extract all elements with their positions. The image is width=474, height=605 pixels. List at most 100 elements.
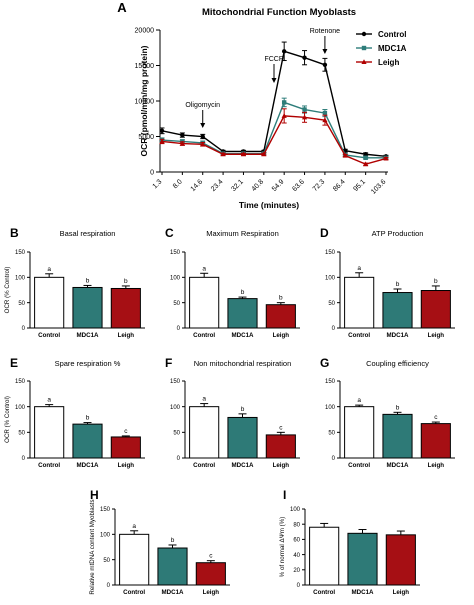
panel-letter-e: E	[10, 356, 18, 370]
bar-category-label: Control	[348, 462, 370, 469]
bar-category-label: Leigh	[428, 332, 445, 339]
data-point	[159, 138, 165, 144]
bar-y-tick-label: 50	[328, 301, 335, 307]
bar-y-tick-label: 60	[293, 538, 300, 544]
bar-category-label: MDC1A	[351, 589, 374, 596]
panel-g-title: Coupling efficiency	[366, 359, 429, 368]
bar-leigh	[195, 562, 226, 586]
panel-a-y-tick-label: 10000	[135, 99, 155, 106]
panel-d: D ATP Production 0 50 100 150 a Control b MDC1A b L…	[320, 226, 455, 339]
legend-label-mdc1a: MDC1A	[378, 44, 407, 53]
panel-a-x-tick-label: 40.8	[251, 178, 266, 193]
panel-e-title: Spare respiration %	[55, 359, 121, 368]
bar-category-label: Leigh	[273, 332, 290, 339]
bar-y-tick-label: 150	[325, 379, 336, 385]
bar-y-tick-label: 100	[15, 405, 26, 411]
bar-y-tick-label: 50	[18, 301, 25, 307]
significance-letter: c	[209, 553, 213, 560]
bar-mdc1a	[72, 423, 103, 459]
bar-y-tick-label: 150	[100, 507, 111, 513]
data-point	[363, 152, 368, 157]
bar-leigh	[420, 423, 451, 459]
data-point	[200, 141, 206, 147]
bar-category-label: Leigh	[118, 462, 135, 469]
bar-y-tick-label: 0	[22, 326, 26, 332]
legend-marker	[361, 31, 367, 37]
significance-letter: a	[132, 523, 136, 530]
panel-h: H 0 50 100 150 Relative mtDNA content Myoblas…	[89, 488, 230, 596]
panel-a-y-tick-label: 5000	[138, 134, 154, 141]
bar-y-tick-label: 80	[293, 522, 300, 528]
bar-category-label: Leigh	[428, 462, 445, 469]
bar-y-tick-label: 100	[325, 276, 336, 282]
panel-a-x-tick-label: 103.6	[370, 178, 387, 195]
bar-mdc1a	[157, 547, 188, 586]
data-point	[261, 151, 267, 157]
bar-category-label: Control	[313, 589, 335, 596]
panel-a-y-tick-label: 20000	[135, 28, 155, 35]
bar-y-tick-label: 0	[297, 583, 301, 589]
panel-a-x-tick-label: 14.6	[190, 178, 205, 193]
panel-i-y-axis-label: % of normal ΔΨm (%)	[279, 517, 286, 578]
significance-letter: c	[124, 428, 128, 435]
data-point	[180, 132, 185, 138]
legend-marker	[361, 45, 367, 51]
annotation-arrow-head	[322, 49, 328, 54]
panel-i: I 0 20 40 60 80 100 % of normal ΔΨm (%) Control M…	[279, 488, 420, 596]
data-point	[281, 113, 287, 118]
panel-a-y-tick-label: 15000	[135, 63, 155, 70]
data-point	[281, 100, 287, 105]
bar-category-label: Control	[38, 462, 60, 469]
panel-a-x-tick-label: 63.6	[291, 178, 306, 193]
bar-y-tick-label: 150	[15, 379, 26, 385]
panel-h-y-axis-label: Relative mtDNA content Myoblasts	[89, 499, 96, 594]
panel-letter-h: H	[90, 488, 99, 502]
bar-mdc1a	[382, 413, 413, 459]
data-point	[301, 114, 308, 120]
bar-category-label: Leigh	[203, 589, 220, 596]
significance-letter: b	[171, 537, 175, 544]
bar-y-tick-label: 50	[103, 558, 110, 564]
series-line-mdc1a	[161, 101, 386, 159]
bar-mdc1a	[227, 298, 258, 329]
data-point	[383, 155, 389, 161]
panel-a-x-tick-label: 1.3	[152, 178, 164, 190]
legend-marker	[361, 59, 367, 64]
bar-control	[34, 406, 65, 459]
annotation-label: FCCP	[264, 56, 283, 63]
bar-mdc1a	[227, 416, 258, 459]
bar-control	[189, 406, 220, 459]
panel-a-x-tick-label: 95.1	[352, 178, 367, 193]
bar-y-tick-label: 100	[100, 533, 111, 539]
bar-category-label: Leigh	[393, 589, 410, 596]
panel-e-y-axis-label: OCR (% Control)	[4, 396, 11, 443]
bar-leigh	[420, 290, 451, 329]
panel-d-title: ATP Production	[372, 229, 424, 238]
series-line-leigh	[161, 115, 387, 165]
panel-a-title: Mitochondrial Function Myoblasts	[202, 7, 356, 18]
significance-letter: a	[357, 397, 361, 404]
data-point	[281, 49, 287, 54]
bar-y-tick-label: 100	[325, 405, 336, 411]
bar-y-tick-label: 100	[290, 507, 301, 513]
data-point	[200, 134, 205, 139]
significance-letter: b	[279, 295, 283, 302]
panel-a-x-tick-label: 8.0	[172, 178, 184, 190]
panel-a-x-tick-label: 32.1	[230, 178, 245, 193]
significance-letter: c	[279, 424, 283, 431]
panel-e: E Spare respiration % 0 50 100 150 OCR (% Cont…	[4, 356, 145, 469]
legend-label-control: Control	[378, 30, 406, 39]
panel-letter-c: C	[165, 226, 174, 240]
bar-category-label: MDC1A	[386, 332, 409, 339]
significance-letter: a	[47, 397, 51, 404]
bar-category-label: MDC1A	[76, 332, 99, 339]
panel-a-x-tick-label: 72.3	[312, 178, 327, 193]
data-point	[302, 107, 307, 112]
panel-a-x-tick-label: 54.9	[271, 178, 286, 193]
significance-letter: a	[357, 265, 361, 272]
bar-mdc1a	[347, 532, 378, 586]
bar-y-tick-label: 50	[18, 431, 25, 437]
bar-y-tick-label: 0	[177, 456, 181, 462]
bar-control	[119, 533, 150, 586]
bar-control	[189, 276, 220, 329]
